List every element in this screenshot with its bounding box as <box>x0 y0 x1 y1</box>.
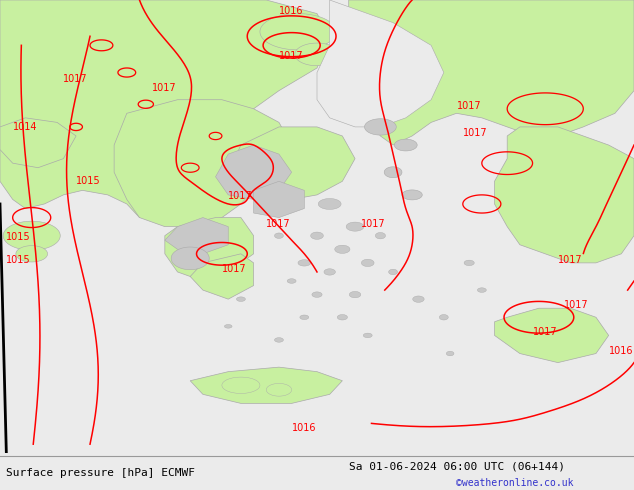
Polygon shape <box>324 269 335 275</box>
Polygon shape <box>346 222 364 231</box>
Text: 1017: 1017 <box>228 192 253 201</box>
Polygon shape <box>16 245 48 262</box>
Polygon shape <box>349 292 361 298</box>
Polygon shape <box>260 14 336 50</box>
Polygon shape <box>254 181 304 218</box>
Polygon shape <box>114 99 292 226</box>
Polygon shape <box>394 139 417 151</box>
Polygon shape <box>165 218 254 281</box>
Polygon shape <box>300 315 309 319</box>
Text: 1015: 1015 <box>6 255 31 265</box>
Polygon shape <box>335 245 350 253</box>
Polygon shape <box>317 0 444 127</box>
Polygon shape <box>311 232 323 239</box>
Polygon shape <box>389 269 398 275</box>
Text: Sa 01-06-2024 06:00 UTC (06+144): Sa 01-06-2024 06:00 UTC (06+144) <box>349 461 565 471</box>
Text: 1017: 1017 <box>456 101 481 111</box>
Polygon shape <box>0 0 330 218</box>
Polygon shape <box>439 315 448 320</box>
Polygon shape <box>464 260 474 266</box>
Polygon shape <box>236 297 245 301</box>
Polygon shape <box>190 254 254 299</box>
Text: Surface pressure [hPa] ECMWF: Surface pressure [hPa] ECMWF <box>6 468 195 478</box>
Polygon shape <box>446 351 454 356</box>
Polygon shape <box>375 233 385 239</box>
Polygon shape <box>3 221 60 250</box>
Text: 1017: 1017 <box>463 128 488 138</box>
Polygon shape <box>275 338 283 342</box>
Polygon shape <box>287 279 296 283</box>
Polygon shape <box>312 292 322 297</box>
Text: 1015: 1015 <box>6 232 31 242</box>
Text: 1016: 1016 <box>609 345 633 356</box>
Text: 1017: 1017 <box>222 264 247 274</box>
Polygon shape <box>171 247 209 270</box>
Polygon shape <box>295 43 339 66</box>
Polygon shape <box>216 145 292 199</box>
Polygon shape <box>402 190 422 200</box>
Text: 1017: 1017 <box>361 219 386 229</box>
Text: 1017: 1017 <box>266 219 291 229</box>
Polygon shape <box>224 324 232 328</box>
Text: 1015: 1015 <box>76 176 101 186</box>
Text: 1016: 1016 <box>279 5 304 16</box>
Text: 1017: 1017 <box>152 83 177 93</box>
Polygon shape <box>342 0 634 145</box>
Polygon shape <box>318 198 341 209</box>
Polygon shape <box>165 218 228 254</box>
Text: 1017: 1017 <box>63 74 88 84</box>
Polygon shape <box>275 233 283 239</box>
Text: 1017: 1017 <box>558 255 583 265</box>
Polygon shape <box>0 118 76 168</box>
Polygon shape <box>298 260 311 266</box>
Polygon shape <box>413 296 424 302</box>
Polygon shape <box>384 167 402 178</box>
Text: 1017: 1017 <box>564 300 589 310</box>
Polygon shape <box>361 259 374 267</box>
Text: ©weatheronline.co.uk: ©weatheronline.co.uk <box>456 478 574 489</box>
Polygon shape <box>365 119 396 135</box>
Polygon shape <box>337 315 347 320</box>
Text: 1016: 1016 <box>292 422 316 433</box>
Polygon shape <box>190 367 342 403</box>
Polygon shape <box>495 127 634 263</box>
Polygon shape <box>477 288 486 293</box>
Polygon shape <box>266 384 292 396</box>
Text: 1014: 1014 <box>13 122 37 132</box>
Text: 1017: 1017 <box>533 327 557 338</box>
Polygon shape <box>228 127 355 199</box>
Text: 1017: 1017 <box>279 51 304 61</box>
Polygon shape <box>363 333 372 338</box>
Polygon shape <box>495 308 609 363</box>
Polygon shape <box>222 377 260 393</box>
